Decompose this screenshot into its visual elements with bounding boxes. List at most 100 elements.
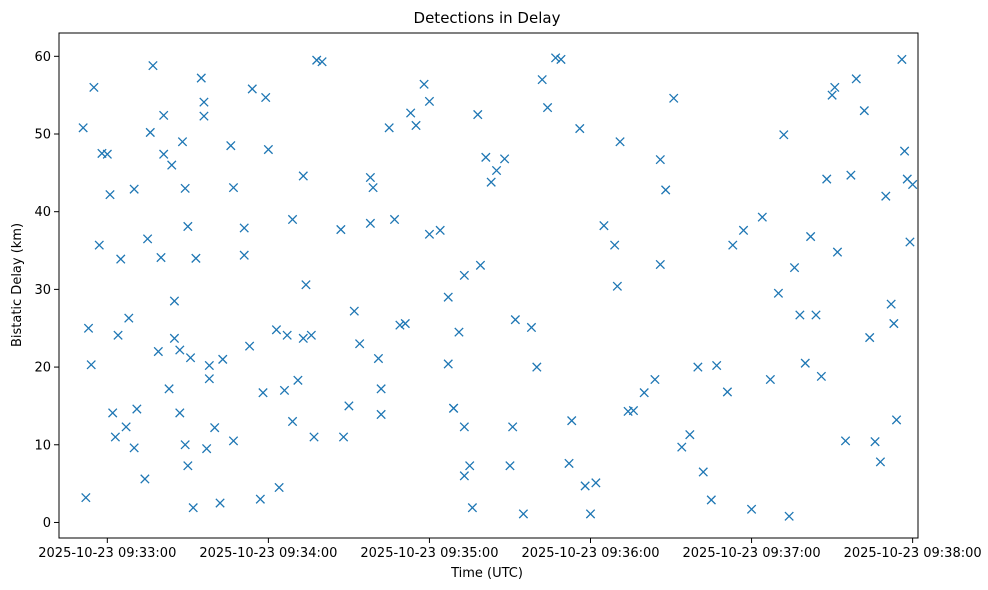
data-point: [805, 231, 816, 242]
data-point: [196, 73, 206, 83]
data-point: [811, 310, 821, 320]
data-point: [475, 260, 486, 270]
data-point: [395, 320, 405, 330]
data-point: [419, 79, 429, 89]
data-point: [822, 174, 832, 184]
data-point: [94, 240, 104, 250]
data-point: [840, 436, 851, 446]
x-tick-label: 2025-10-23 09:35:00: [360, 546, 498, 561]
data-point: [175, 408, 185, 418]
data-point: [274, 482, 284, 493]
data-point: [282, 330, 292, 340]
data-point: [499, 154, 510, 164]
data-point: [121, 422, 131, 432]
data-point: [153, 346, 163, 357]
data-point: [870, 437, 880, 447]
data-point: [505, 461, 515, 471]
data-point: [661, 185, 671, 195]
data-point: [795, 310, 805, 320]
data-point: [365, 218, 376, 229]
data-point: [800, 358, 810, 368]
data-point: [491, 165, 502, 176]
data-point: [156, 252, 166, 263]
data-point: [263, 144, 274, 155]
data-point: [287, 416, 298, 427]
data-point: [129, 443, 139, 453]
data-point: [685, 430, 695, 440]
data-point: [859, 106, 869, 116]
x-axis-ticks: 2025-10-23 09:33:00 2025-10-23 09:34:00 20…: [38, 538, 982, 561]
data-point: [615, 137, 625, 147]
data-point: [228, 436, 239, 446]
data-point: [210, 423, 220, 433]
data-point: [132, 404, 142, 414]
y-tick-label: 20: [34, 361, 51, 376]
data-point: [907, 179, 918, 190]
data-point: [368, 182, 378, 193]
data-point: [765, 374, 776, 385]
data-point: [712, 360, 722, 371]
data-point: [89, 82, 99, 93]
x-tick-label: 2025-10-23 09:34:00: [199, 546, 337, 561]
data-point: [459, 471, 470, 481]
data-point: [886, 299, 896, 309]
data-point: [400, 318, 410, 329]
data-point: [411, 120, 421, 131]
data-point: [481, 152, 491, 162]
data-point: [317, 57, 327, 67]
data-point: [191, 253, 201, 263]
data-point: [244, 341, 255, 351]
data-point: [164, 384, 174, 394]
data-point: [599, 221, 609, 231]
data-point: [183, 221, 193, 232]
data-point: [309, 432, 319, 442]
data-point: [124, 313, 134, 323]
data-point: [185, 353, 196, 363]
data-point: [376, 409, 386, 420]
data-point: [757, 212, 767, 222]
data-point: [306, 330, 316, 340]
data-point: [293, 375, 303, 385]
data-point: [677, 442, 687, 452]
data-point: [510, 315, 521, 325]
data-point: [816, 371, 827, 382]
data-point: [706, 495, 716, 505]
data-point: [467, 503, 478, 513]
data-point: [159, 149, 169, 159]
plot-frame: [58, 32, 919, 539]
data-point: [728, 240, 738, 250]
data-point: [473, 109, 483, 120]
data-point: [459, 270, 470, 281]
data-point: [443, 292, 453, 302]
data-point: [875, 457, 886, 467]
data-point: [779, 130, 789, 140]
data-point: [271, 325, 282, 335]
data-point: [228, 182, 239, 193]
data-point: [851, 74, 861, 84]
data-point: [105, 189, 115, 200]
data-point: [159, 110, 169, 121]
data-point: [301, 280, 311, 290]
x-axis-label: Time (UTC): [450, 566, 523, 581]
data-point: [204, 360, 214, 371]
data-point: [108, 408, 118, 418]
data-point: [261, 92, 271, 103]
data-point: [575, 123, 585, 134]
x-tick-label: 2025-10-23 09:38:00: [844, 546, 982, 561]
data-point: [564, 458, 574, 469]
data-point: [639, 388, 649, 398]
data-point: [897, 54, 907, 65]
data-point: [81, 492, 91, 503]
data-point: [258, 388, 268, 398]
data-point: [612, 281, 623, 291]
data-point: [435, 225, 445, 235]
data-point: [78, 123, 88, 133]
data-point: [349, 306, 359, 316]
data-point: [424, 96, 435, 107]
data-point: [655, 154, 665, 165]
data-point: [177, 137, 188, 147]
data-point: [180, 440, 190, 450]
data-point: [86, 360, 96, 370]
data-point: [175, 345, 185, 355]
